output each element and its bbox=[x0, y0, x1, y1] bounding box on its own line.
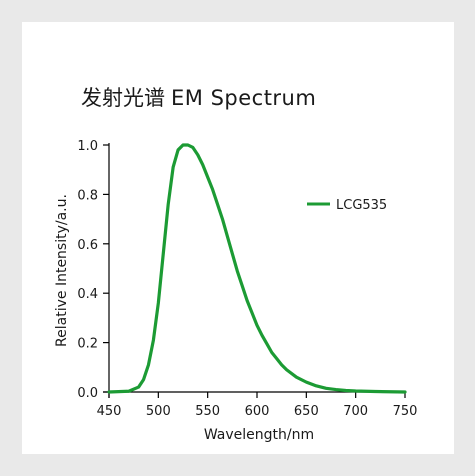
y-tick-label: 0.8 bbox=[77, 188, 98, 203]
y-tick-label: 0.0 bbox=[77, 386, 98, 401]
y-tick-label: 1.0 bbox=[77, 139, 98, 154]
y-tick-label: 0.2 bbox=[77, 337, 98, 352]
x-tick-label: 650 bbox=[294, 404, 319, 419]
spectrum-card: 发射光谱 EM Spectrum 450 500 550 600 650 700 750 0.0… bbox=[22, 22, 454, 454]
x-tick-label: 500 bbox=[146, 404, 171, 419]
chart-title-en: EM Spectrum bbox=[171, 86, 317, 110]
y-tick-label: 0.6 bbox=[77, 238, 98, 253]
x-tick-label: 700 bbox=[343, 404, 368, 419]
chart-title-cn: 发射光谱 bbox=[81, 86, 165, 110]
x-tick-label: 550 bbox=[195, 404, 220, 419]
chart-title: 发射光谱 EM Spectrum bbox=[81, 82, 316, 112]
x-tick-label: 450 bbox=[97, 404, 122, 419]
legend-label: LCG535 bbox=[336, 198, 387, 213]
series-line-lcg535 bbox=[107, 143, 407, 394]
y-tick-label: 0.4 bbox=[77, 287, 98, 302]
emission-spectrum-chart: 450 500 550 600 650 700 750 0.0 0.2 0.4 0.6 0.8 1.0 W… bbox=[54, 139, 418, 443]
x-tick-label: 600 bbox=[245, 404, 270, 419]
x-tick-label: 750 bbox=[393, 404, 418, 419]
x-axis-label: Wavelength/nm bbox=[204, 427, 314, 443]
y-axis-label: Relative Intensity/a.u. bbox=[54, 194, 70, 347]
